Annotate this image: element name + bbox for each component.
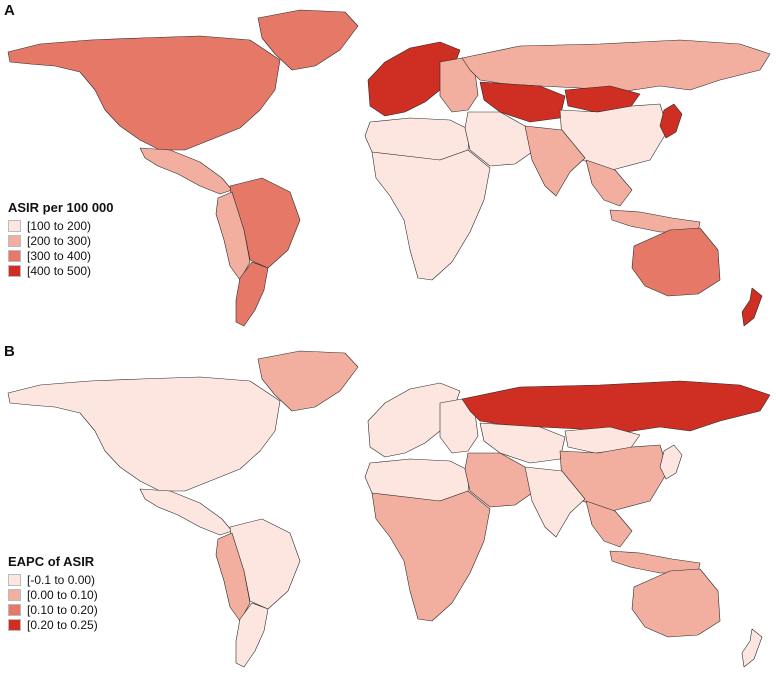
legend-asir: ASIR per 100 000 [100 to 200) [200 to 30…: [8, 200, 114, 278]
region-central-america: [139, 488, 233, 536]
region-southeast-asia: [585, 500, 633, 548]
region-new-zealand: [741, 287, 763, 327]
region-australia: [631, 568, 721, 638]
legend-title: ASIR per 100 000: [8, 200, 114, 215]
legend-item: [-0.1 to 0.00): [8, 572, 98, 587]
legend-label: [300 to 400): [27, 248, 92, 263]
world-map: [7, 350, 771, 668]
legend-swatch: [8, 234, 21, 247]
region-japan: [659, 103, 683, 139]
legend-swatch: [8, 264, 21, 277]
legend-swatch: [8, 603, 21, 616]
region-sub-saharan-africa: [371, 149, 491, 281]
region-south-america-south: [235, 261, 269, 327]
region-north-america: [7, 35, 281, 151]
legend-item: [400 to 500): [8, 263, 114, 278]
legend-label: [0.00 to 0.10): [27, 587, 98, 602]
legend-swatch: [8, 618, 21, 631]
legend-item: [200 to 300): [8, 233, 114, 248]
legend-label: [200 to 300): [27, 233, 92, 248]
region-middle-east: [464, 111, 536, 167]
legend-label: [-0.1 to 0.00): [27, 572, 96, 587]
legend-item: [300 to 400): [8, 248, 114, 263]
legend-eapc: EAPC of ASIR [-0.1 to 0.00) [0.00 to 0.1…: [8, 554, 98, 632]
region-sub-saharan-africa: [371, 490, 491, 622]
region-central-asia: [479, 422, 566, 464]
legend-swatch: [8, 588, 21, 601]
legend-swatch: [8, 219, 21, 232]
legend-label: [0.20 to 0.25): [27, 617, 98, 632]
legend-swatch: [8, 249, 21, 262]
region-australia: [631, 227, 721, 297]
world-map: [7, 9, 771, 327]
region-north-america: [7, 376, 281, 492]
legend-label: [100 to 200): [27, 218, 92, 233]
region-central-asia: [479, 81, 566, 123]
legend-label: [400 to 500): [27, 263, 92, 278]
panel-letter: A: [4, 2, 15, 19]
map-panel-a: A ASIR per 100 000: [0, 0, 776, 340]
legend-item: [0.20 to 0.25): [8, 617, 98, 632]
region-middle-east: [464, 452, 536, 508]
legend-title: EAPC of ASIR: [8, 554, 95, 569]
region-greenland: [257, 350, 359, 412]
region-southeast-asia: [585, 159, 633, 207]
map-panel-b: B EAPC of ASIR: [0, 341, 776, 681]
region-russia: [461, 380, 771, 434]
legend-label: [0.10 to 0.20): [27, 602, 98, 617]
panel-letter: B: [4, 343, 15, 360]
legend-item: [0.10 to 0.20): [8, 602, 98, 617]
legend-item: [0.00 to 0.10): [8, 587, 98, 602]
region-new-zealand: [741, 628, 763, 668]
legend-item: [100 to 200): [8, 218, 114, 233]
legend-swatch: [8, 573, 21, 586]
region-south-america-south: [235, 602, 269, 668]
region-south-asia: [524, 466, 586, 538]
region-russia: [461, 39, 771, 93]
region-japan: [659, 444, 683, 480]
region-south-asia: [524, 125, 586, 197]
region-greenland: [257, 9, 359, 71]
region-central-america: [139, 147, 233, 195]
